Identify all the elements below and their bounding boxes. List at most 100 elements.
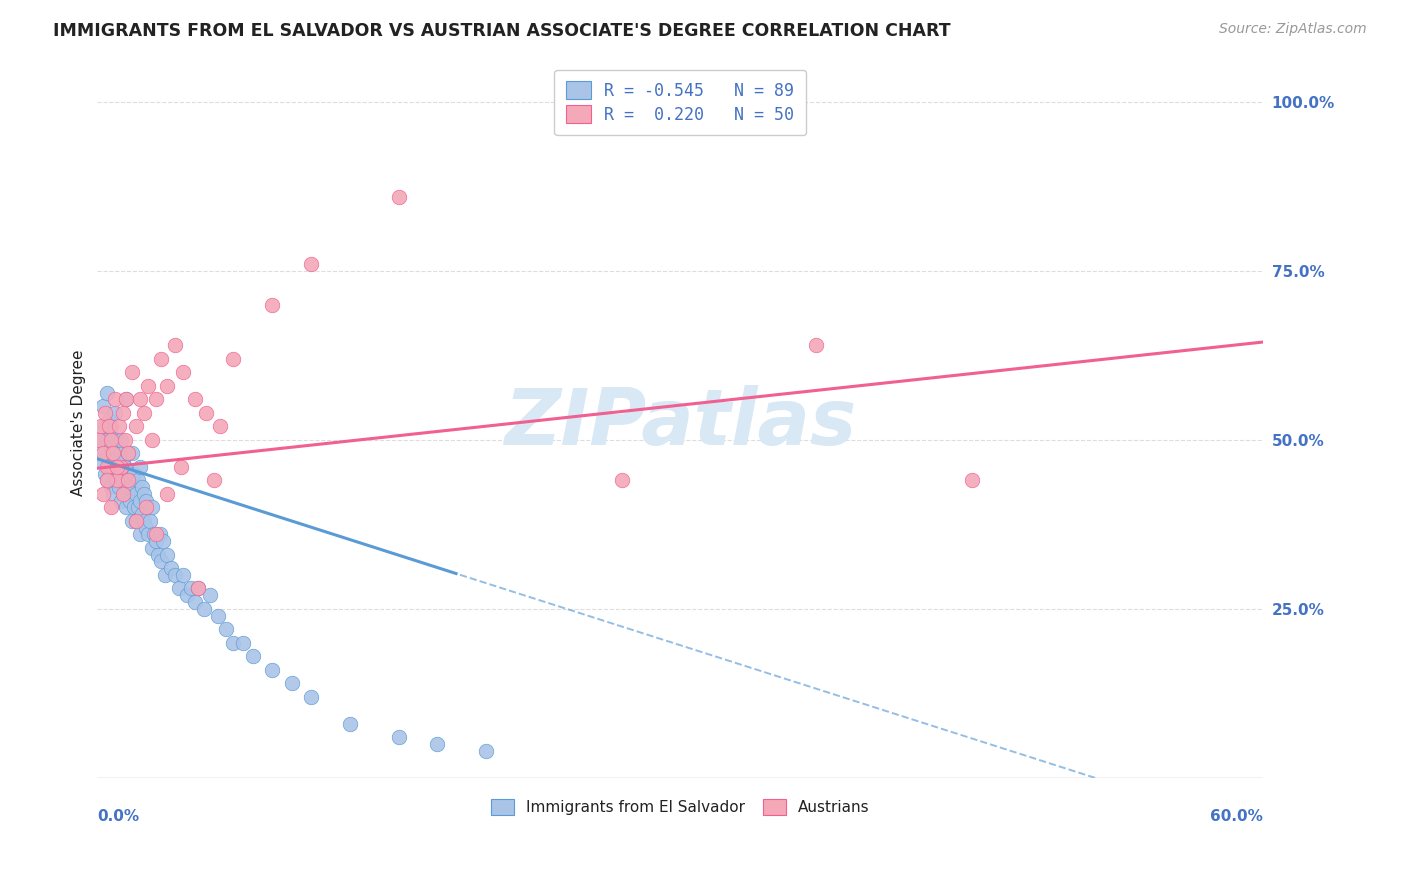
Point bbox=[152, 534, 174, 549]
Point bbox=[172, 568, 194, 582]
Point bbox=[610, 474, 633, 488]
Point bbox=[136, 527, 159, 541]
Point bbox=[111, 453, 134, 467]
Point bbox=[131, 507, 153, 521]
Point bbox=[120, 493, 142, 508]
Point bbox=[117, 474, 139, 488]
Point bbox=[105, 459, 128, 474]
Point bbox=[207, 608, 229, 623]
Point bbox=[107, 480, 129, 494]
Point bbox=[125, 419, 148, 434]
Text: Source: ZipAtlas.com: Source: ZipAtlas.com bbox=[1219, 22, 1367, 37]
Point bbox=[132, 514, 155, 528]
Point bbox=[110, 493, 132, 508]
Point bbox=[208, 419, 231, 434]
Point bbox=[183, 595, 205, 609]
Point bbox=[100, 419, 122, 434]
Legend: Immigrants from El Salvador, Austrians: Immigrants from El Salvador, Austrians bbox=[485, 793, 876, 821]
Point bbox=[100, 440, 122, 454]
Point bbox=[262, 663, 284, 677]
Point bbox=[117, 446, 139, 460]
Point bbox=[107, 419, 129, 434]
Point bbox=[91, 487, 114, 501]
Point bbox=[129, 392, 152, 407]
Text: 60.0%: 60.0% bbox=[1211, 809, 1263, 824]
Point bbox=[101, 446, 124, 460]
Point bbox=[165, 568, 187, 582]
Point bbox=[156, 379, 179, 393]
Point bbox=[98, 419, 121, 434]
Point bbox=[121, 365, 143, 379]
Text: 0.0%: 0.0% bbox=[97, 809, 139, 824]
Point bbox=[150, 351, 173, 366]
Point bbox=[142, 527, 165, 541]
Point bbox=[100, 500, 122, 515]
Point bbox=[107, 467, 129, 481]
Point bbox=[115, 500, 138, 515]
Point bbox=[170, 459, 193, 474]
Point bbox=[122, 467, 145, 481]
Point bbox=[183, 392, 205, 407]
Point bbox=[145, 534, 167, 549]
Point bbox=[187, 582, 209, 596]
Point bbox=[96, 474, 118, 488]
Point bbox=[101, 446, 124, 460]
Point bbox=[180, 582, 202, 596]
Point bbox=[89, 433, 111, 447]
Point bbox=[148, 527, 170, 541]
Point bbox=[141, 500, 163, 515]
Point bbox=[187, 582, 209, 596]
Point bbox=[110, 433, 132, 447]
Point bbox=[115, 392, 138, 407]
Point bbox=[117, 446, 139, 460]
Text: ZIPatlas: ZIPatlas bbox=[505, 385, 856, 461]
Point bbox=[96, 459, 118, 474]
Y-axis label: Associate's Degree: Associate's Degree bbox=[72, 350, 86, 496]
Point bbox=[111, 487, 134, 501]
Point bbox=[117, 480, 139, 494]
Point bbox=[146, 548, 169, 562]
Point bbox=[299, 690, 322, 704]
Point bbox=[475, 743, 498, 757]
Point bbox=[114, 433, 136, 447]
Point bbox=[96, 385, 118, 400]
Point bbox=[262, 298, 284, 312]
Point bbox=[91, 446, 114, 460]
Point bbox=[141, 541, 163, 555]
Point bbox=[121, 446, 143, 460]
Point bbox=[193, 601, 215, 615]
Point bbox=[156, 487, 179, 501]
Point bbox=[960, 474, 983, 488]
Point bbox=[114, 459, 136, 474]
Point bbox=[104, 453, 127, 467]
Point bbox=[105, 459, 128, 474]
Point bbox=[426, 737, 449, 751]
Point bbox=[242, 648, 264, 663]
Point bbox=[131, 480, 153, 494]
Point bbox=[135, 521, 157, 535]
Point bbox=[129, 459, 152, 474]
Point bbox=[145, 392, 167, 407]
Point bbox=[150, 554, 173, 568]
Point bbox=[96, 433, 118, 447]
Text: IMMIGRANTS FROM EL SALVADOR VS AUSTRIAN ASSOCIATE'S DEGREE CORRELATION CHART: IMMIGRANTS FROM EL SALVADOR VS AUSTRIAN … bbox=[53, 22, 950, 40]
Point bbox=[115, 467, 138, 481]
Point bbox=[176, 588, 198, 602]
Point bbox=[135, 500, 157, 515]
Point bbox=[100, 433, 122, 447]
Point bbox=[125, 514, 148, 528]
Point bbox=[98, 459, 121, 474]
Point bbox=[89, 453, 111, 467]
Point bbox=[160, 561, 183, 575]
Point bbox=[232, 635, 254, 649]
Point bbox=[280, 676, 302, 690]
Point bbox=[139, 514, 162, 528]
Point bbox=[104, 406, 127, 420]
Point bbox=[110, 446, 132, 460]
Point bbox=[91, 399, 114, 413]
Point bbox=[125, 514, 148, 528]
Point bbox=[121, 480, 143, 494]
Point bbox=[122, 500, 145, 515]
Point bbox=[222, 351, 245, 366]
Point bbox=[94, 419, 117, 434]
